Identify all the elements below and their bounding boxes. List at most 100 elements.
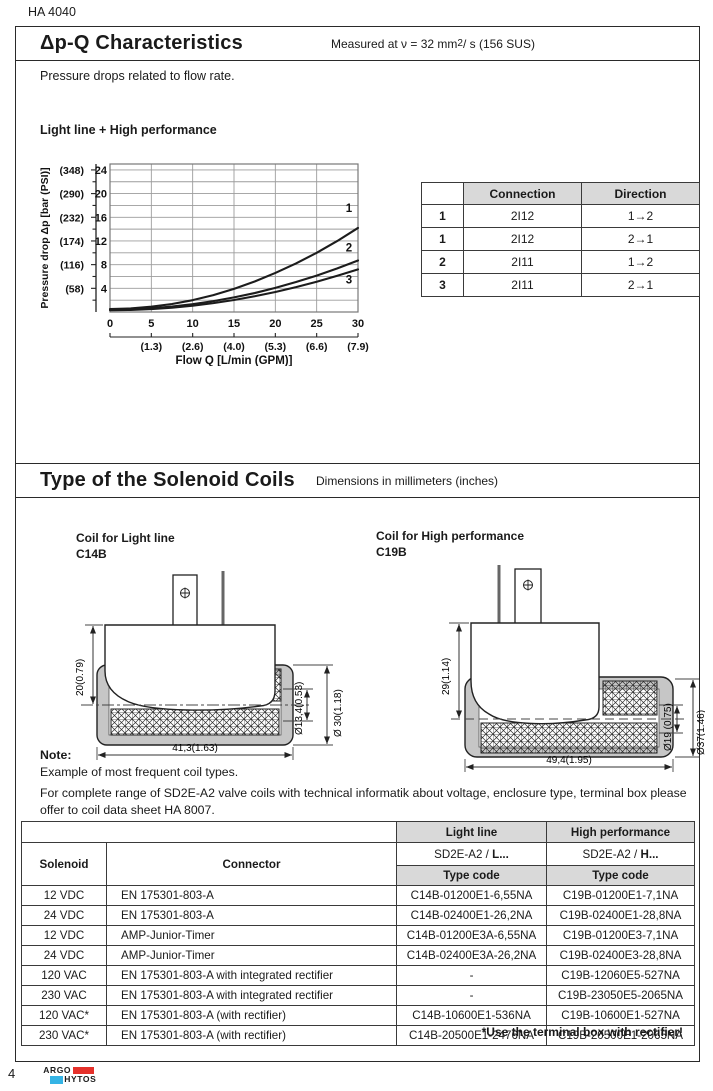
section-title-dpq: Δp-Q Characteristics xyxy=(40,32,243,54)
svg-text:10: 10 xyxy=(187,318,199,330)
type-code-cell: C14B-02400E1-26,2NA xyxy=(396,905,547,926)
header-connection: Connection xyxy=(463,182,582,205)
type-code-cell: C19B-10600E1-527NA xyxy=(546,1005,695,1026)
argo-hytos-logo: ARGO HYTOS xyxy=(43,1066,96,1084)
rectifier-footnote: *Use the terminal box with rectifier! xyxy=(481,1025,683,1039)
section-description: Pressure drops related to flow rate. xyxy=(40,69,235,83)
note-heading: Note: xyxy=(40,748,72,762)
connector-cell: EN 175301-803-A (with rectifier) xyxy=(106,1005,397,1026)
solenoid-cell: 24 VDC xyxy=(21,905,107,926)
direction-cell: 1→2 xyxy=(581,204,700,228)
note-line: For complete range of SD2E-A2 valve coil… xyxy=(40,785,687,818)
dim-height: 20(0.79) xyxy=(75,659,86,696)
connection-cell: 2I11 xyxy=(463,273,582,297)
svg-text:5: 5 xyxy=(148,318,154,330)
svg-text:(2.6): (2.6) xyxy=(182,341,204,353)
curve-no: 3 xyxy=(421,273,464,297)
svg-text:25: 25 xyxy=(311,318,323,330)
svg-text:24: 24 xyxy=(95,165,108,177)
dimensions-note: Dimensions in millimeters (inches) xyxy=(316,473,499,488)
type-light: SD2E-A2 / L... xyxy=(396,842,547,866)
solenoid-cell: 120 VAC xyxy=(21,965,107,986)
svg-text:(1.3): (1.3) xyxy=(141,341,163,353)
svg-text:Pressure drop Δp [bar (PSI)]: Pressure drop Δp [bar (PSI)] xyxy=(39,167,51,308)
connector-cell: EN 175301-803-A with integrated rectifie… xyxy=(106,965,397,986)
table-header-row: Type code Type code xyxy=(22,865,695,886)
header-solenoid: Solenoid xyxy=(21,842,107,886)
dim-outer-dia: Ø37(1.46) xyxy=(696,710,705,755)
page-footer: 4 ARGO HYTOS xyxy=(8,1066,96,1084)
svg-text:15: 15 xyxy=(228,318,240,330)
connector-tab xyxy=(514,568,542,626)
section-dpq-header: Δp-Q Characteristics Measured at ν = 32 … xyxy=(16,27,699,61)
type-code-cell: C14B-02400E3A-26,2NA xyxy=(396,945,547,966)
logo-red-block xyxy=(73,1067,95,1074)
coil-c14b-label-line2: C14B xyxy=(76,546,107,561)
doc-code: HA 4040 xyxy=(28,5,76,19)
svg-text:20: 20 xyxy=(95,189,107,201)
table-row: 120 VAC* EN 175301-803-A (with rectifier… xyxy=(21,1005,695,1026)
svg-text:(232): (232) xyxy=(59,212,84,224)
measured-prefix: Measured at ν = 32 mm xyxy=(331,36,458,51)
table-row: 230 VAC* EN 175301-803-A (with rectifier… xyxy=(21,1025,695,1046)
type-code-cell: C19B-02400E3-28,8NA xyxy=(546,945,695,966)
svg-text:30: 30 xyxy=(352,318,364,330)
type-code-cell: C14B-10600E1-536NA xyxy=(396,1005,547,1026)
measured-suffix: / s (156 SUS) xyxy=(462,36,535,51)
section-title-coils: Type of the Solenoid Coils xyxy=(40,469,295,491)
table-header-row: Solenoid Connector SD2E-A2 / L... SD2E-A… xyxy=(21,842,695,886)
svg-text:(290): (290) xyxy=(59,189,84,201)
table-row: 120 VAC EN 175301-803-A with integrated … xyxy=(21,965,695,986)
logo-hytos-text: HYTOS xyxy=(64,1074,97,1085)
svg-text:3: 3 xyxy=(346,275,352,287)
svg-text:1: 1 xyxy=(346,203,353,215)
dim-outer-dia: Ø 30(1.18) xyxy=(333,689,344,737)
type-code-cell: C19B-12060E5-527NA xyxy=(546,965,695,986)
header-direction: Direction xyxy=(581,182,700,205)
table-row: 3 2I11 2→1 xyxy=(421,273,700,297)
type-code-cell: - xyxy=(396,985,547,1006)
type-code-cell: C14B-20500E1-2476NA xyxy=(396,1025,547,1046)
connector-cell: EN 175301-803-A xyxy=(106,885,397,906)
svg-text:(5.3): (5.3) xyxy=(265,341,287,353)
measured-sup: 2 xyxy=(457,38,463,49)
page-frame: Δp-Q Characteristics Measured at ν = 32 … xyxy=(15,26,705,1062)
connector-cell: AMP-Junior-Timer xyxy=(106,945,397,966)
coil-c14b-diagram: 20(0.79) 41,3(1.63) Ø13,4(0.53) Ø 30(1.1… xyxy=(75,571,344,760)
table-header-row: Connection Direction xyxy=(421,182,700,205)
logo-argo-text: ARGO xyxy=(43,1065,72,1076)
solenoid-cell: 12 VDC xyxy=(21,925,107,946)
svg-text:4: 4 xyxy=(101,283,108,295)
dim-width: 41,3(1.63) xyxy=(172,743,218,754)
svg-text:(58): (58) xyxy=(65,283,84,295)
table-row: 12 VDC AMP-Junior-Timer C14B-01200E3A-6,… xyxy=(21,925,695,946)
direction-cell: 2→1 xyxy=(581,273,700,297)
connection-cell: 2I12 xyxy=(463,204,582,228)
connector-housing xyxy=(470,622,600,725)
coil-c19b-label: Coil for High performance C19B xyxy=(376,529,524,560)
table-row: 12 VDC EN 175301-803-A C14B-01200E1-6,55… xyxy=(21,885,695,906)
winding-hatch xyxy=(602,680,658,716)
type-code-cell: C19B-20500E1-2065NA xyxy=(546,1025,695,1046)
solenoid-cell: 230 VAC xyxy=(21,985,107,1006)
svg-text:2: 2 xyxy=(346,243,352,255)
connector-housing xyxy=(104,624,276,711)
type-code-cell: C14B-01200E1-6,55NA xyxy=(396,885,547,906)
svg-text:Flow Q [L/min (GPM)]: Flow Q [L/min (GPM)] xyxy=(176,355,293,366)
winding-hatch xyxy=(480,722,658,754)
coil-c19b-label-line2: C19B xyxy=(376,544,407,559)
svg-text:(174): (174) xyxy=(59,236,84,248)
header-light-line: Light line xyxy=(396,821,547,843)
table-row: 24 VDC AMP-Junior-Timer C14B-02400E3A-26… xyxy=(21,945,695,966)
dim-height: 29(1.14) xyxy=(441,658,452,695)
connection-cell: 2I12 xyxy=(463,227,582,251)
curve-no: 1 xyxy=(421,227,464,251)
pq-characteristics-chart: 1234(58)8(116)12(174)16(232)20(290)24(34… xyxy=(39,163,369,366)
svg-text:(348): (348) xyxy=(59,165,84,177)
chart-title: Light line + High performance xyxy=(40,123,217,137)
header-type-code: Type code xyxy=(396,865,547,886)
type-code-cell: C19B-01200E3-7,1NA xyxy=(546,925,695,946)
connector-tab xyxy=(172,574,198,628)
logo-blue-block xyxy=(50,1075,64,1084)
svg-text:16: 16 xyxy=(95,212,107,224)
